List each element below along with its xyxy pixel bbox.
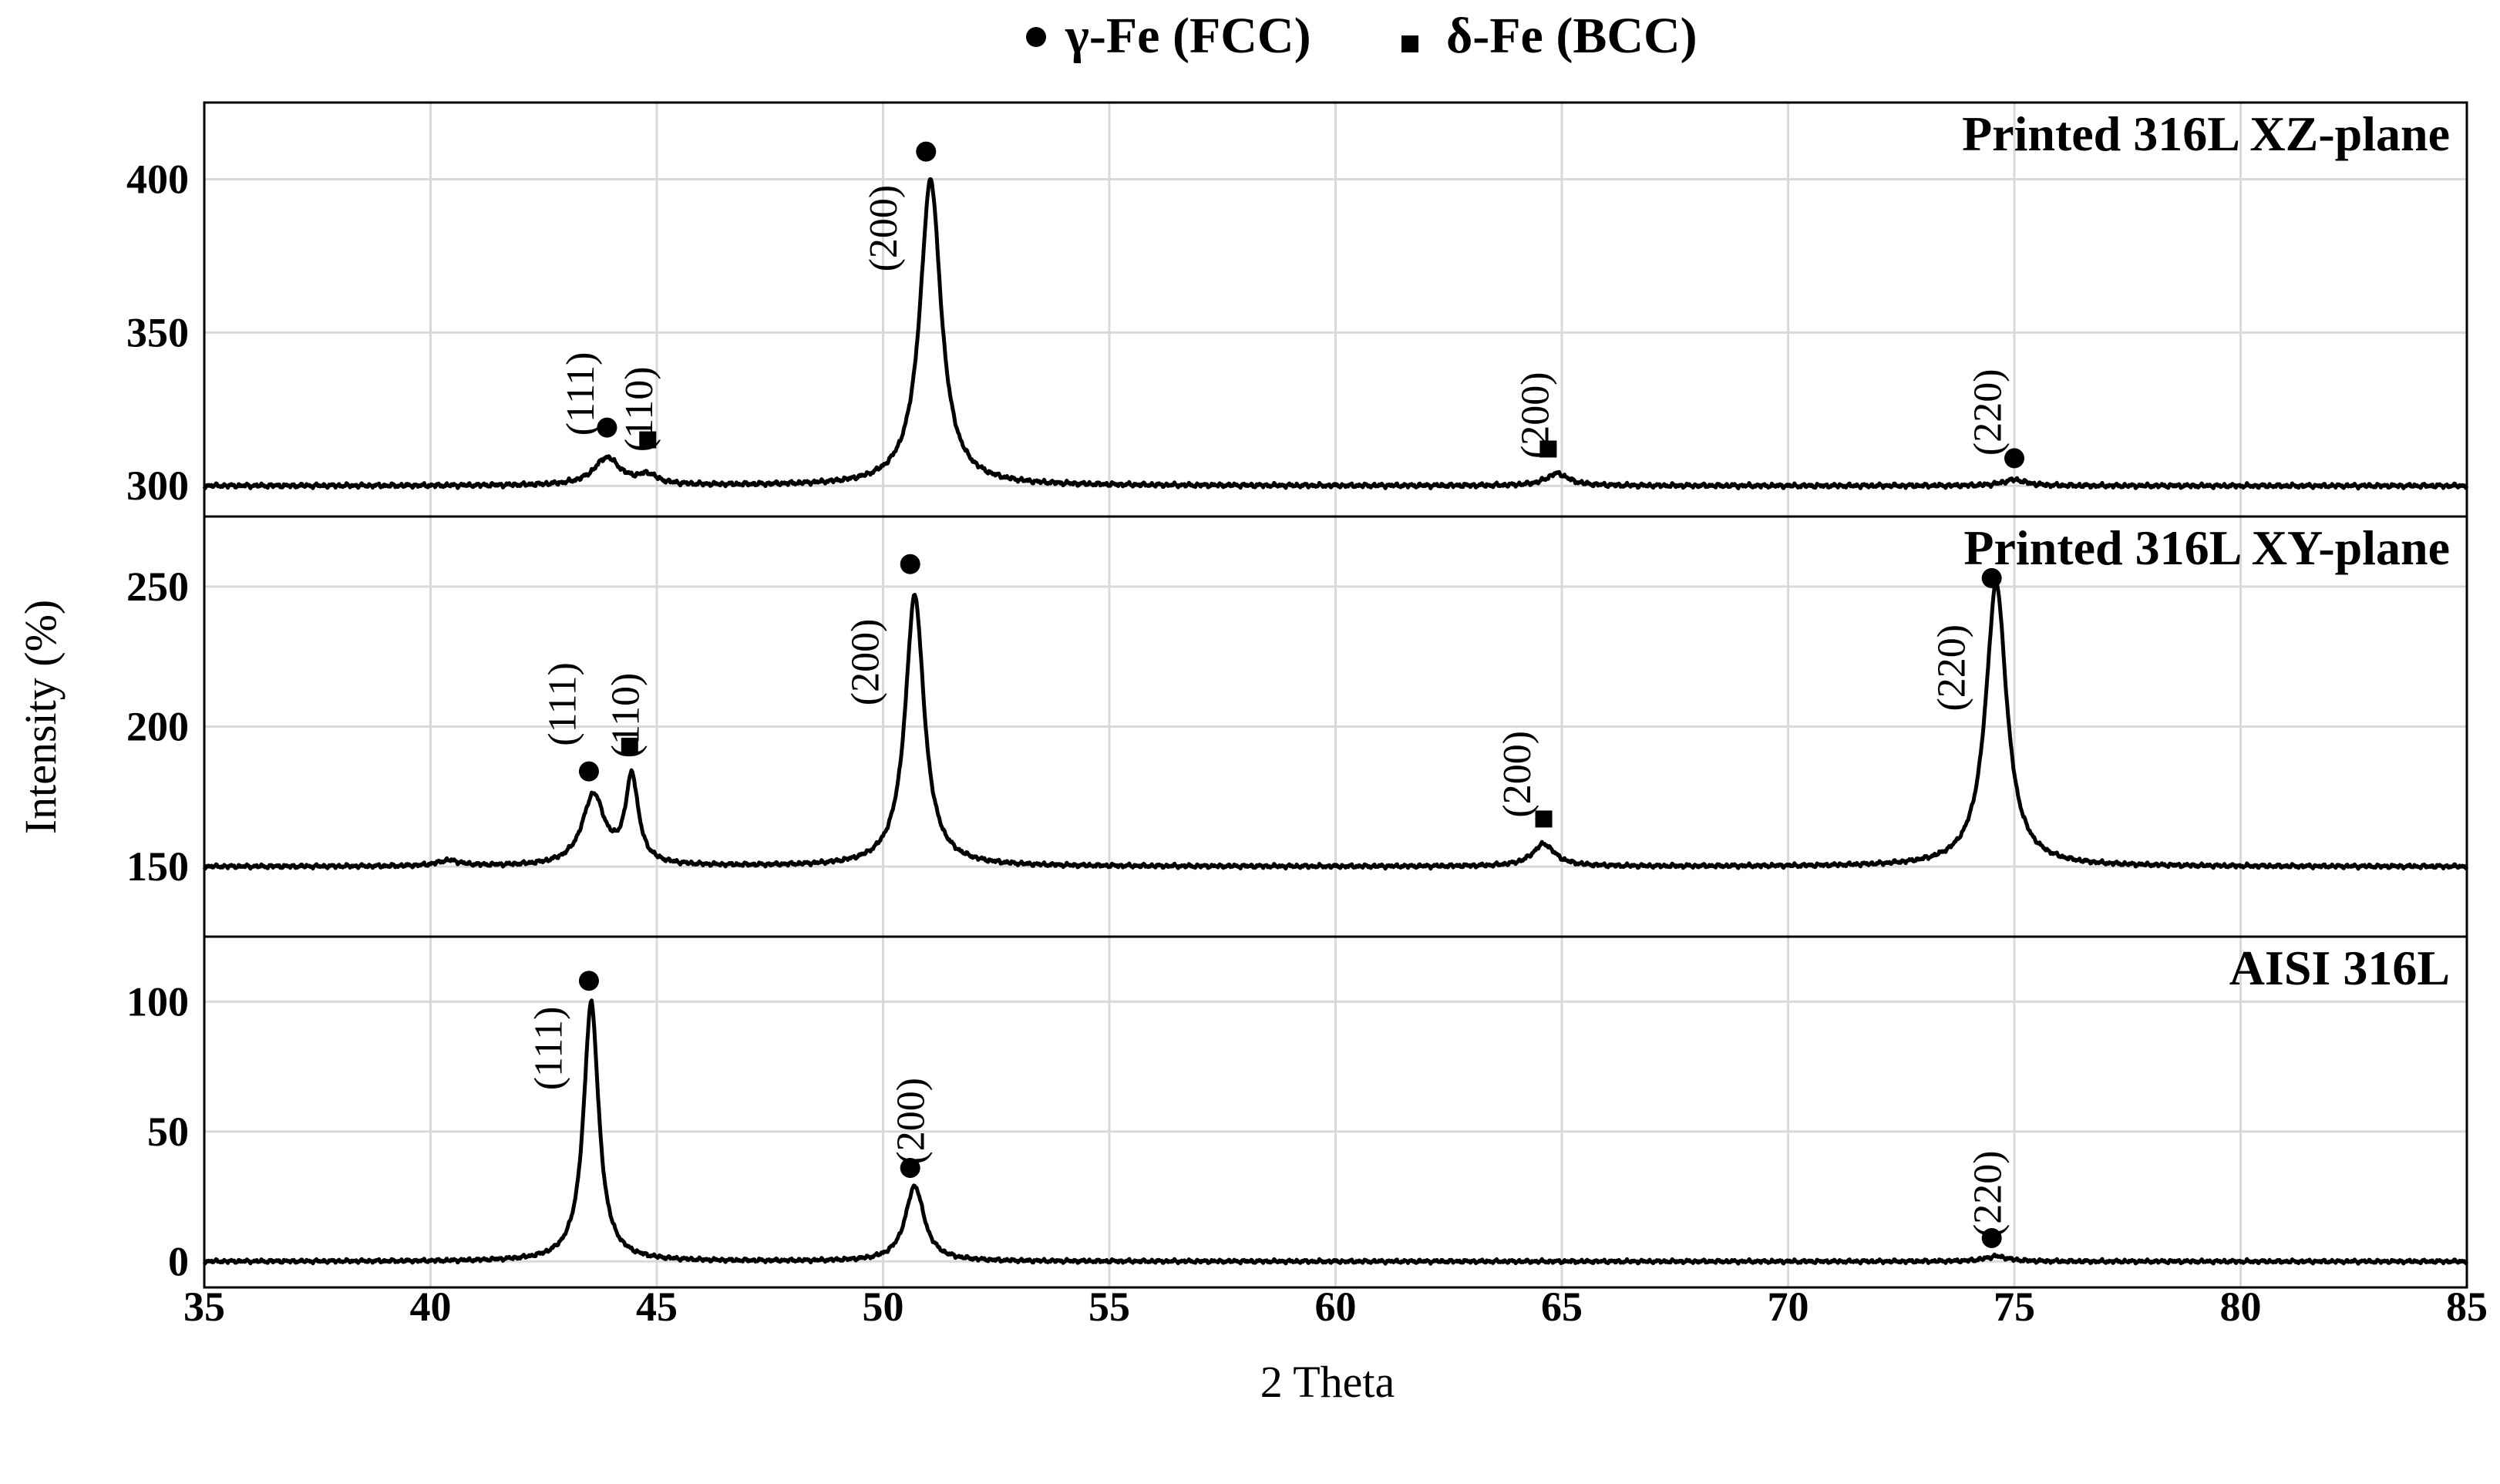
- x-tick-label: 70: [1768, 1284, 1809, 1330]
- legend: γ-Fe (FCC) δ-Fe (BCC): [1026, 8, 1698, 64]
- peak-label: (111): [527, 1007, 571, 1091]
- peak-label: (220): [1966, 368, 2010, 456]
- peak-label: (200): [844, 619, 888, 706]
- bcc-peak-marker: [621, 737, 638, 755]
- y-axis-title: Intensity (%): [15, 600, 66, 834]
- fcc-peak-marker: [900, 554, 920, 574]
- x-axis-title: 2 Theta: [1260, 1357, 1395, 1407]
- bcc-peak-marker: [1535, 810, 1553, 828]
- y-tick-label: 150: [126, 843, 189, 890]
- panel-title: Printed 316L XY-plane: [1963, 520, 2450, 575]
- x-tick-label: 75: [1994, 1284, 2035, 1330]
- x-tick-label: 55: [1088, 1284, 1130, 1330]
- y-tick-label: 250: [126, 564, 189, 610]
- peak-label: (220): [1966, 1150, 2010, 1237]
- fcc-peak-marker: [2004, 448, 2024, 469]
- y-tick-label: 0: [168, 1238, 189, 1284]
- x-tick-label: 50: [863, 1284, 904, 1330]
- fcc-peak-marker: [578, 971, 599, 991]
- legend-label-gamma-fe: γ-Fe (FCC): [1065, 8, 1311, 64]
- panel-aisi: 0 50 100 AISI 316L (111) (200) (220): [126, 935, 2469, 1289]
- y-tick-label: 200: [126, 704, 189, 750]
- fcc-peak-marker: [916, 141, 937, 162]
- peak-label: (200): [862, 185, 906, 272]
- peak-label: (200): [1496, 731, 1539, 818]
- panel-title: Printed 316L XZ-plane: [1962, 106, 2450, 161]
- fcc-peak-marker: [578, 761, 599, 782]
- series-line-xy: [202, 582, 2469, 871]
- fcc-peak-marker: [597, 417, 617, 438]
- panel-title: AISI 316L: [2229, 941, 2450, 995]
- y-tick-label: 350: [126, 309, 189, 355]
- peak-label: (111): [559, 352, 603, 436]
- peak-label: (220): [1930, 624, 1973, 712]
- x-tick-label: 35: [183, 1284, 225, 1330]
- legend-circle-marker: [1026, 27, 1046, 47]
- fcc-peak-marker: [1981, 1227, 2002, 1248]
- bcc-peak-marker: [1539, 440, 1557, 458]
- x-tick-label: 85: [2446, 1284, 2488, 1330]
- x-tick-label: 80: [2220, 1284, 2262, 1330]
- fcc-peak-marker: [1981, 567, 2002, 588]
- panel-frame: [203, 935, 2468, 1289]
- y-tick-label: 50: [147, 1109, 189, 1155]
- x-tick-label: 45: [636, 1284, 678, 1330]
- bcc-peak-marker: [639, 431, 657, 449]
- legend-square-marker: [1401, 35, 1418, 52]
- fcc-peak-marker: [900, 1157, 920, 1178]
- y-tick-label: 400: [126, 156, 189, 202]
- legend-label-delta-fe: δ-Fe (BCC): [1446, 8, 1698, 64]
- y-tick-label: 300: [126, 463, 189, 509]
- peak-label: (111): [540, 662, 584, 746]
- x-tick-label: 40: [410, 1284, 452, 1330]
- y-tick-label: 100: [126, 978, 189, 1025]
- x-axis: 35 40 45 50 55 60 65 70 75 80 85: [183, 1284, 2488, 1330]
- peak-label: (200): [889, 1078, 933, 1165]
- x-tick-label: 65: [1541, 1284, 1583, 1330]
- series-line-xz: [202, 177, 2469, 491]
- series-line-aisi: [202, 998, 2469, 1266]
- x-tick-label: 60: [1315, 1284, 1357, 1330]
